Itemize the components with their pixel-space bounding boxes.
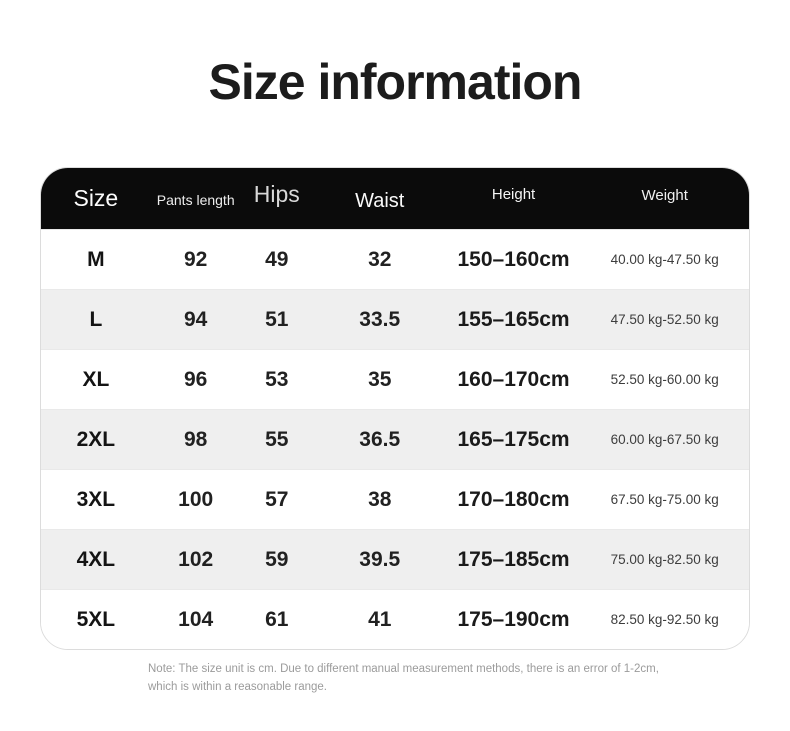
column-header-pants-length: Pants length: [156, 191, 235, 208]
column-header-waist: Waist: [355, 190, 405, 212]
column-header-size: Size: [73, 185, 119, 211]
column-header-weight: Weight: [641, 187, 688, 204]
table-row-4xl: 4XL 102 59 39.5 175–185cm 75.00 kg-82.50…: [41, 529, 749, 589]
pants-length-cell: 100: [178, 487, 214, 511]
table-header-row: Size Pants length Hips Waist Height Weig…: [41, 168, 749, 229]
weight-cell: 52.50 kg-60.00 kg: [610, 372, 719, 387]
waist-cell: 36.5: [359, 427, 401, 451]
hips-cell: 51: [265, 307, 289, 331]
weight-cell: 47.50 kg-52.50 kg: [610, 312, 719, 327]
pants-length-cell: 96: [184, 367, 208, 391]
size-cell: 5XL: [76, 607, 116, 631]
size-information-page: Size information Size Pants length Hips …: [0, 56, 790, 731]
weight-cell: 40.00 kg-47.50 kg: [610, 252, 719, 267]
table-row-xl: XL 96 53 35 160–170cm 52.50 kg-60.00 kg: [41, 349, 749, 409]
size-cell: L: [89, 307, 103, 331]
table-row-3xl: 3XL 100 57 38 170–180cm 67.50 kg-75.00 k…: [41, 469, 749, 529]
hips-cell: 59: [265, 547, 289, 571]
table-row-2xl: 2XL 98 55 36.5 165–175cm 60.00 kg-67.50 …: [41, 409, 749, 469]
page-title: Size information: [208, 54, 583, 110]
height-cell: 155–165cm: [457, 307, 570, 331]
table-row-5xl: 5XL 104 61 41 175–190cm 82.50 kg-92.50 k…: [41, 589, 749, 649]
height-cell: 170–180cm: [457, 487, 570, 511]
height-cell: 165–175cm: [457, 427, 570, 451]
pants-length-cell: 94: [184, 307, 208, 331]
size-cell: 3XL: [76, 487, 116, 511]
table-row-m: M 92 49 32 150–160cm 40.00 kg-47.50 kg: [41, 229, 749, 289]
column-header-height: Height: [491, 186, 536, 203]
column-header-hips: Hips: [253, 181, 300, 207]
height-cell: 160–170cm: [457, 367, 570, 391]
hips-cell: 61: [265, 607, 289, 631]
waist-cell: 39.5: [359, 547, 401, 571]
size-cell: 4XL: [76, 547, 116, 571]
waist-cell: 32: [368, 247, 392, 271]
pants-length-cell: 92: [184, 247, 208, 271]
weight-cell: 67.50 kg-75.00 kg: [610, 492, 719, 507]
size-table: Size Pants length Hips Waist Height Weig…: [40, 167, 750, 650]
measurement-note: Note: The size unit is cm. Due to differ…: [148, 663, 659, 693]
waist-cell: 41: [368, 607, 392, 631]
pants-length-cell: 102: [178, 547, 214, 571]
size-cell: M: [87, 247, 105, 271]
height-cell: 175–185cm: [457, 547, 570, 571]
weight-cell: 60.00 kg-67.50 kg: [610, 432, 719, 447]
size-cell: 2XL: [76, 427, 116, 451]
waist-cell: 35: [368, 367, 392, 391]
table-row-l: L 94 51 33.5 155–165cm 47.50 kg-52.50 kg: [41, 289, 749, 349]
waist-cell: 38: [368, 487, 392, 511]
hips-cell: 49: [265, 247, 289, 271]
waist-cell: 33.5: [359, 307, 401, 331]
weight-cell: 82.50 kg-92.50 kg: [610, 612, 719, 627]
hips-cell: 57: [265, 487, 289, 511]
pants-length-cell: 104: [178, 607, 214, 631]
pants-length-cell: 98: [184, 427, 208, 451]
hips-cell: 55: [265, 427, 289, 451]
size-cell: XL: [82, 367, 110, 391]
hips-cell: 53: [265, 367, 289, 391]
height-cell: 175–190cm: [457, 607, 570, 631]
height-cell: 150–160cm: [457, 247, 570, 271]
weight-cell: 75.00 kg-82.50 kg: [610, 552, 719, 567]
